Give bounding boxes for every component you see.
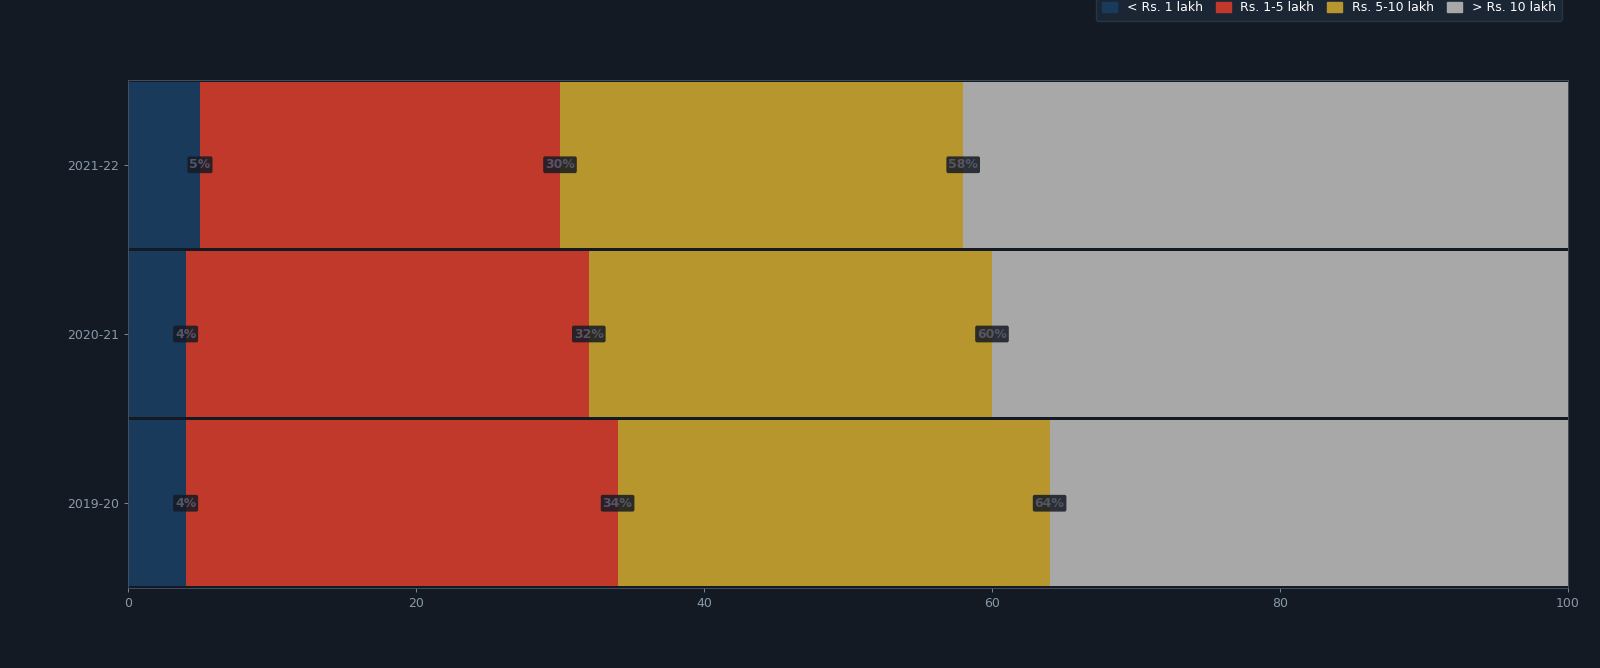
Bar xyxy=(186,251,589,417)
Bar xyxy=(128,251,186,417)
Bar xyxy=(963,82,1568,248)
Bar xyxy=(589,251,992,417)
Text: 34%: 34% xyxy=(603,497,632,510)
Bar xyxy=(992,251,1568,417)
Text: 5%: 5% xyxy=(189,158,211,171)
Text: 60%: 60% xyxy=(978,327,1006,341)
Bar xyxy=(1050,420,1568,586)
Text: 64%: 64% xyxy=(1035,497,1064,510)
Bar xyxy=(560,82,963,248)
Bar xyxy=(200,82,560,248)
Text: 30%: 30% xyxy=(546,158,574,171)
Text: 58%: 58% xyxy=(949,158,978,171)
Legend: < Rs. 1 lakh, Rs. 1-5 lakh, Rs. 5-10 lakh, > Rs. 10 lakh: < Rs. 1 lakh, Rs. 1-5 lakh, Rs. 5-10 lak… xyxy=(1096,0,1562,21)
Text: 4%: 4% xyxy=(174,497,197,510)
Bar xyxy=(618,420,1050,586)
Text: 4%: 4% xyxy=(174,327,197,341)
Bar xyxy=(128,420,186,586)
Bar xyxy=(128,82,200,248)
Text: 32%: 32% xyxy=(574,327,603,341)
Bar xyxy=(186,420,618,586)
